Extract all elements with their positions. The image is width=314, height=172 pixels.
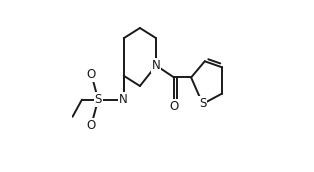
Text: O: O [170,100,179,113]
Text: S: S [95,93,102,106]
Text: S: S [199,97,206,110]
Text: O: O [87,119,96,132]
Text: N: N [152,59,160,72]
Text: N: N [119,93,128,106]
Text: O: O [87,68,96,80]
